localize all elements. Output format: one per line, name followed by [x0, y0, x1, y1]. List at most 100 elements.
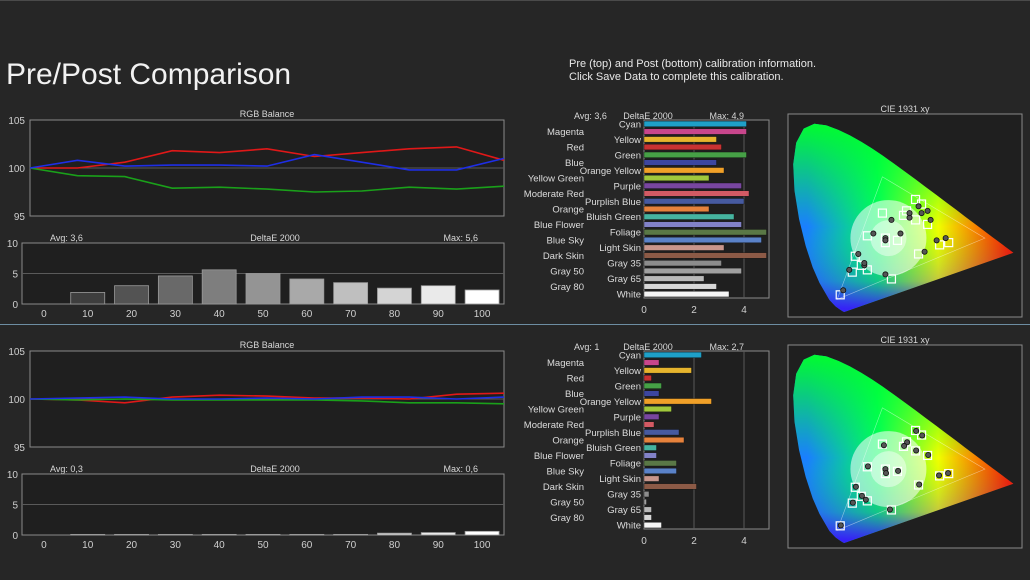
x-tick-label: 4: [741, 536, 747, 547]
colorchecker-bar: [643, 229, 767, 236]
colorchecker-label: Gray 65: [607, 274, 641, 285]
page-title: Pre/Post Comparison: [6, 58, 292, 91]
x-tick-label: 30: [170, 309, 182, 318]
colorchecker-bar: [643, 452, 657, 459]
y-tick-label: 95: [14, 443, 26, 451]
colorchecker-bar: [643, 390, 660, 397]
colorchecker-label: Light Skin: [599, 474, 641, 485]
cie-measured-point: [840, 287, 847, 294]
colorchecker-bar: [643, 483, 697, 490]
colorchecker-label: Purple: [614, 181, 641, 192]
colorchecker-label: White: [617, 521, 641, 532]
grayscale-bar: [289, 278, 325, 305]
max-label: Max: 5,6: [443, 233, 478, 243]
post-colorchecker-deltae-chart: Avg: 1 DeltaE 2000 Max: 2,7 0 2 4 Cyan Magenta Y…: [524, 342, 770, 547]
colorchecker-bar: [643, 460, 677, 467]
avg-label: Avg: 3,6: [50, 233, 83, 243]
cie-measured-point: [852, 483, 859, 490]
colorchecker-bar: [643, 498, 647, 505]
colorchecker-bar: [643, 491, 650, 498]
colorchecker-bar: [643, 444, 657, 451]
cie-target-square: [892, 466, 903, 476]
chart-title: DeltaE 2000: [623, 111, 673, 121]
y-tick-label: 105: [8, 347, 25, 358]
colorchecker-label: Blue Flower: [534, 220, 584, 231]
y-tick-label: 0: [12, 531, 18, 542]
cie-target-square: [898, 210, 909, 220]
y-tick-label: 5: [12, 270, 18, 281]
cie-target-square: [923, 219, 933, 230]
colorchecker-bar: [643, 252, 767, 259]
colorchecker-label: Gray 50: [550, 497, 584, 508]
chart-title: DeltaE 2000: [250, 233, 300, 243]
cie-target-square: [862, 462, 872, 472]
x-tick-label: 80: [389, 540, 401, 549]
cie-target-square: [913, 480, 924, 490]
colorchecker-bar: [643, 375, 652, 382]
x-tick-label: 40: [214, 309, 226, 318]
x-tick-label: 20: [126, 540, 138, 549]
colorchecker-bar: [643, 213, 735, 220]
colorchecker-label: Yellow: [614, 135, 641, 146]
colorchecker-bar: [643, 421, 655, 428]
colorchecker-label: Foliage: [610, 459, 641, 470]
cie-measured-point: [888, 216, 895, 223]
y-tick-label: 95: [14, 212, 26, 220]
colorchecker-bar: [643, 244, 725, 251]
colorchecker-label: Blue Sky: [547, 466, 585, 477]
cie-target-square: [847, 498, 857, 508]
cie-target-square: [910, 215, 921, 225]
grayscale-bar: [333, 533, 369, 536]
chart-title: CIE 1931 xy: [880, 335, 930, 345]
colorchecker-bar: [643, 359, 660, 366]
colorchecker-bar: [643, 367, 692, 374]
cie-target-square: [935, 240, 945, 250]
cie-measured-point: [945, 470, 952, 477]
x-tick-label: 0: [41, 309, 47, 318]
colorchecker-bar: [643, 275, 705, 282]
colorchecker-label: Bluish Green: [586, 212, 641, 223]
max-label: Max: 4,9: [709, 111, 744, 121]
x-tick-label: 100: [474, 309, 491, 318]
colorchecker-bar: [643, 522, 662, 529]
rgb-series-line-1: [29, 398, 505, 405]
colorchecker-bar: [643, 159, 717, 166]
colorchecker-label: Magenta: [547, 358, 585, 369]
colorchecker-label: Orange Yellow: [580, 166, 641, 177]
avg-label: Avg: 1: [574, 342, 599, 352]
pre-post-divider: [0, 324, 1030, 325]
cie-measured-point: [936, 472, 943, 479]
x-tick-label: 80: [389, 309, 401, 318]
cie-measured-point: [846, 266, 853, 273]
grayscale-bar: [70, 292, 106, 305]
colorchecker-label: Dark Skin: [543, 482, 584, 493]
x-tick-label: 70: [345, 309, 357, 318]
cie-measured-point: [916, 481, 923, 488]
grayscale-bar: [420, 285, 456, 305]
grayscale-bar: [70, 533, 106, 536]
cie-target-square: [910, 446, 921, 456]
x-tick-label: 0: [641, 536, 647, 547]
cie-measured-point: [921, 248, 928, 255]
colorchecker-bar: [643, 283, 717, 290]
grayscale-bar: [114, 285, 149, 305]
colorchecker-label: Blue Flower: [534, 451, 584, 462]
colorchecker-label: Blue: [565, 158, 584, 169]
max-label: Max: 0,6: [443, 464, 478, 474]
colorchecker-label: Bluish Green: [586, 443, 641, 454]
x-tick-label: 60: [301, 309, 313, 318]
x-tick-label: 4: [741, 305, 747, 316]
colorchecker-label: Gray 35: [607, 490, 641, 501]
cie-measured-point: [942, 235, 949, 242]
cie-measured-point: [895, 467, 902, 474]
pre-rgb-balance-chart: RGB Balance 95 100 105: [8, 109, 505, 220]
colorchecker-bar: [643, 167, 725, 174]
cie-target-square: [862, 231, 872, 241]
colorchecker-label: Red: [567, 143, 584, 154]
top-border: [0, 0, 1030, 1]
post-cie-chart: CIE 1931 xy: [787, 335, 1023, 549]
colorchecker-bar: [643, 136, 717, 143]
chart-title: RGB Balance: [240, 340, 295, 350]
cie-target-square: [916, 430, 927, 440]
